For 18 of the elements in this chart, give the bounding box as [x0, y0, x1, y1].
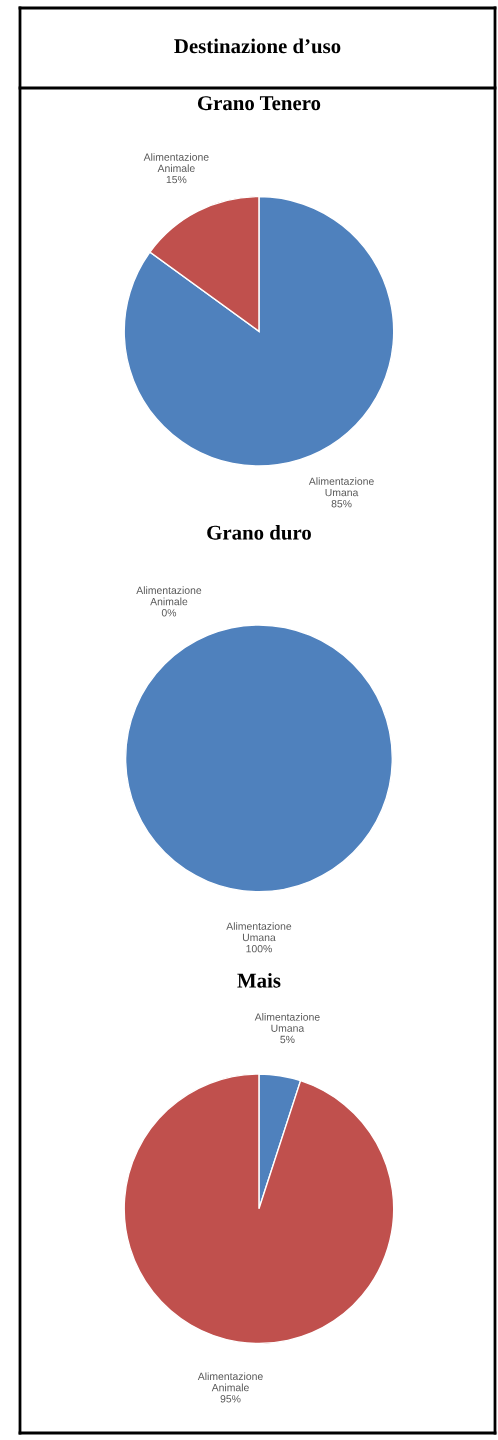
data-label: 5%: [280, 1035, 295, 1044]
data-label: 100%: [246, 944, 272, 953]
text: Destinazione d’uso: [174, 38, 341, 54]
pie-slice: [123, 195, 395, 467]
slice-label: Alimentazione Umana: [254, 1013, 320, 1032]
data-label: 15%: [166, 175, 187, 184]
slice-label: Alimentazione Animale: [197, 1372, 263, 1392]
category-label: Alimentazione Animale: [136, 586, 202, 606]
chart-title: Mais: [237, 972, 281, 988]
chart-title: Grano duro: [207, 525, 311, 540]
chart-title: Grano Tenero: [197, 96, 321, 111]
slice-label: Alimentazione Umana: [308, 477, 374, 497]
text: 0%: [161, 609, 177, 617]
pie-slice: [123, 1073, 395, 1345]
data-label: 85%: [331, 500, 352, 508]
data-label: 95%: [220, 1395, 241, 1403]
slice-label: Alimentazione Umana: [226, 922, 292, 942]
slice-label: Alimentazione Animale: [143, 153, 209, 172]
